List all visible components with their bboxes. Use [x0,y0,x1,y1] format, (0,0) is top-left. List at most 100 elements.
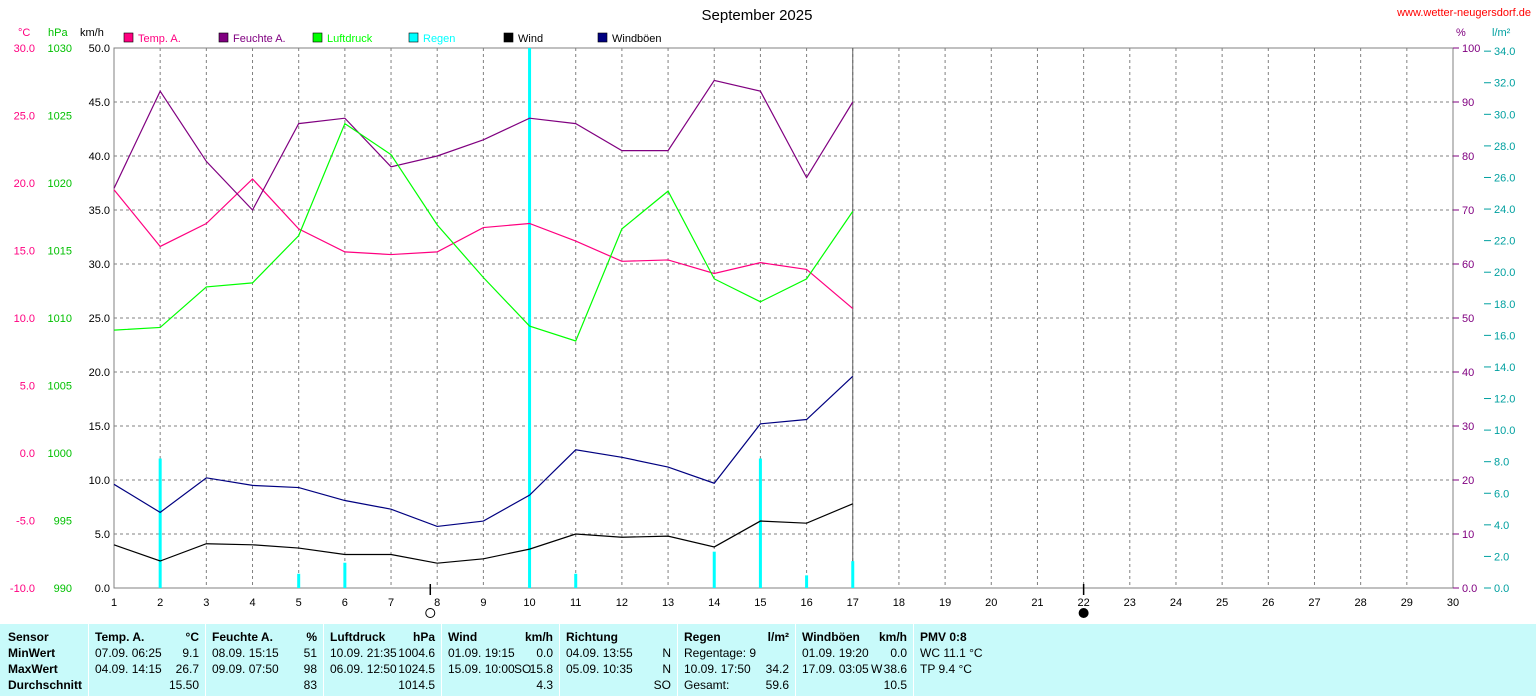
x-tick-label: 23 [1124,597,1136,609]
rain-tick-label: 14.0 [1494,362,1515,374]
x-tick-label: 25 [1216,597,1228,609]
rain-tick-label: 10.0 [1494,425,1515,437]
pressure-header: Luftdruck [330,630,386,644]
legend-label: Windböen [612,33,662,45]
humidity-tick-label: 60 [1462,259,1474,271]
rain-tick-label: 32.0 [1494,78,1515,90]
x-tick-label: 28 [1355,597,1367,609]
gust-max-time: 17.09. 03:05 [802,662,869,676]
rain-bar [574,573,578,588]
wind-max-time: 15.09. 10:00 [448,662,515,676]
gust-header: Windböen [802,630,860,644]
axes: 30.025.020.015.010.05.00.0-5.0-10.010301… [10,43,1515,618]
humidity-avg-value: 83 [303,678,317,692]
temp-column: Temp. A. °C 07.09. 06:25 9.1 04.09. 14:15 2… [88,624,206,696]
x-tick-label: 22 [1077,597,1089,609]
x-tick-label: 18 [893,597,905,609]
wind-tick-label: 35.0 [89,205,110,217]
pressure-tick-label: 1025 [48,111,72,123]
rain-tick-label: 18.0 [1494,299,1515,311]
pressure-tick-label: 1005 [48,381,72,393]
wind-tick-label: 10.0 [89,475,110,487]
x-tick-label: 24 [1170,597,1182,609]
wind-tick-label: 40.0 [89,151,110,163]
humidity-tick-label: 20 [1462,475,1474,487]
wind-tick-label: 5.0 [95,529,110,541]
pressure-min-time: 10.09. 21:35 [330,646,397,660]
wind-min-value: 0.0 [536,646,553,660]
x-tick-label: 5 [296,597,302,609]
direction-header: Richtung [566,630,618,644]
rain-bar [343,562,347,588]
temp-avg-value: 15.50 [168,678,199,692]
wind-avg-value: 4.3 [536,678,553,692]
rain-tick-label: 34.0 [1494,46,1515,58]
x-tick-label: 12 [616,597,628,609]
series-line-windb-en [113,375,854,528]
rain-tick-label: 26.0 [1494,172,1515,184]
legend-label: Temp. A. [138,33,181,45]
rain-unit: l/m² [1492,27,1511,39]
temp-max-time: 04.09. 14:15 [95,662,162,676]
grid [113,47,1454,589]
pressure-unit: hPa [48,27,68,39]
humidity-tick-label: 30 [1462,421,1474,433]
x-tick-label: 29 [1401,597,1413,609]
x-tick-label: 14 [708,597,720,609]
series-line-feuchte-a- [113,79,854,212]
humidity-unit-label: % [306,630,317,644]
rain-tick-label: 2.0 [1494,551,1509,563]
gust-unit-label: km/h [878,630,907,644]
rain-bar [805,575,809,588]
gust-avg-value: 10.5 [883,678,907,692]
x-tick-label: 19 [939,597,951,609]
temp-tick-label: 10.0 [14,313,35,325]
gust-min-value: 0.0 [890,646,907,660]
row-label-max: MaxWert [8,662,58,676]
sensor-column: Sensor MinWert MaxWert Durchschnitt [0,624,88,696]
x-tick-label: 8 [434,597,440,609]
rain-tick-label: 22.0 [1494,236,1515,248]
x-tick-label: 10 [523,597,535,609]
rain-total-label: Gesamt: [684,678,730,692]
temp-unit: °C [18,27,30,39]
x-tick-label: 30 [1447,597,1459,609]
sensor-header: Sensor [8,630,49,644]
legend-swatch [312,32,323,43]
rain-days: Regentage: 9 [684,646,757,660]
x-tick-label: 16 [800,597,812,609]
wind-header: Wind [448,630,478,644]
x-tick-label: 6 [342,597,348,609]
humidity-tick-label: 100 [1462,43,1480,55]
full-moon-icon [1078,608,1089,618]
wind-tick-label: 25.0 [89,313,110,325]
wind-max-direction: SO [514,662,532,676]
rain-tick-label: 24.0 [1494,204,1515,216]
legend: Temp. A. Feuchte A. Luftdruck Regen Wind Wind… [123,32,662,45]
rain-bar [528,48,532,588]
pressure-tick-label: 1000 [48,448,72,460]
rain-tick-label: 12.0 [1494,394,1515,406]
pressure-min-value: 1004.6 [398,646,435,660]
temp-tick-label: -10.0 [10,583,35,595]
pressure-tick-label: 1020 [48,178,72,190]
source-link[interactable]: www.wetter-neugersdorf.de [1396,7,1531,19]
legend-swatch [597,32,608,43]
direction-avg-value: SO [653,678,671,692]
humidity-tick-label: 80 [1462,151,1474,163]
pressure-tick-label: 995 [54,516,72,528]
x-tick-label: 20 [985,597,997,609]
gust-max-value: 38.6 [883,662,907,676]
humidity-column: Feuchte A.% 08.09. 15:15 51 09.09. 07:50 9… [205,624,324,696]
pressure-tick-label: 1015 [48,246,72,258]
rain-tick-label: 6.0 [1494,488,1509,500]
wind-column: Wind km/h 01.09. 19:15 0.0 15.09. 10:00 SO 1… [441,624,560,696]
pmv-column: PMV 0:8 WC 11.1 °C TP 9.4 °C [913,624,1034,696]
rain-bar [158,458,162,588]
x-tick-label: 9 [480,597,486,609]
humidity-min-value: 51 [303,646,317,660]
temp-tick-label: 0.0 [20,448,35,460]
rain-tick-label: 4.0 [1494,520,1509,532]
temp-tick-label: -5.0 [16,516,35,528]
rain-header: Regen [684,630,721,644]
